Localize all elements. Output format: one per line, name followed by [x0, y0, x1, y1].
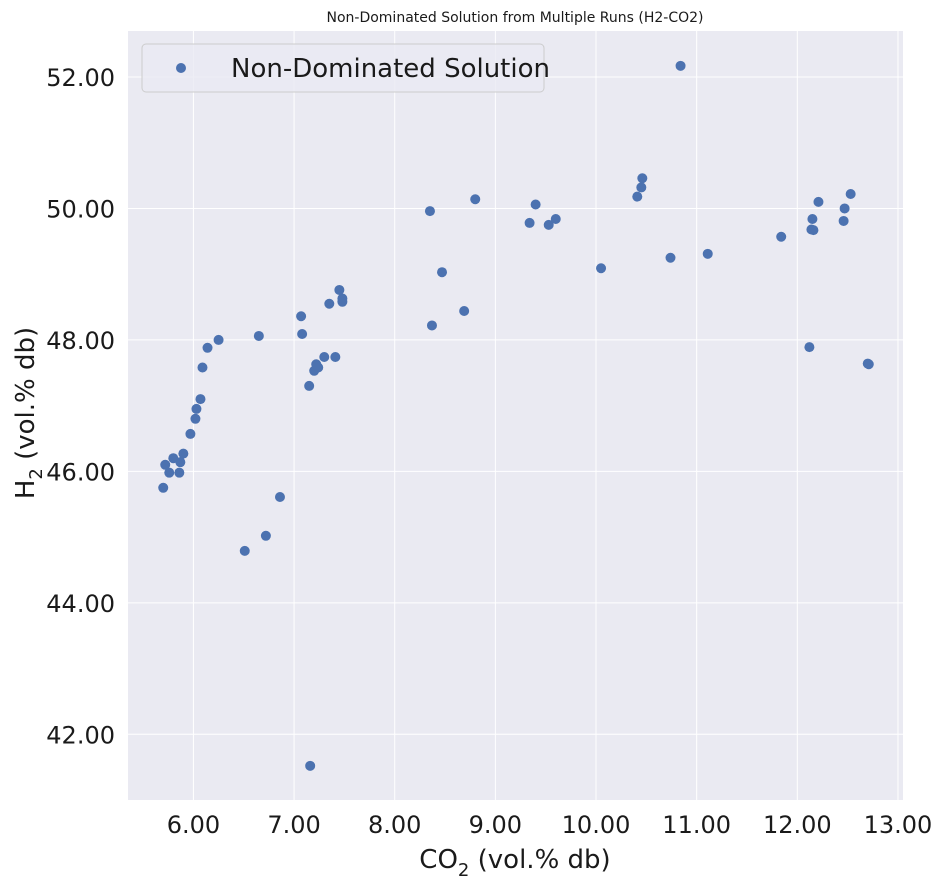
legend-marker	[176, 63, 186, 73]
x-tick-label: 12.00	[763, 811, 832, 839]
data-point	[195, 394, 206, 405]
data-point	[543, 219, 554, 230]
data-point	[313, 362, 324, 373]
data-point	[296, 311, 307, 322]
data-point	[813, 196, 824, 207]
y-tick-label: 42.00	[46, 721, 115, 749]
data-point	[239, 545, 250, 556]
data-point	[190, 413, 201, 424]
y-axis-label: H2 (vol.% db)	[11, 327, 47, 499]
data-point	[632, 191, 643, 202]
data-point	[702, 248, 713, 259]
data-point	[197, 362, 208, 373]
y-tick-label: 48.00	[46, 327, 115, 355]
plot-area	[128, 31, 903, 800]
data-point	[160, 459, 171, 470]
data-point	[178, 448, 189, 459]
data-point	[804, 342, 815, 353]
data-point	[191, 403, 202, 414]
x-tick-label: 10.00	[562, 811, 631, 839]
data-point	[437, 267, 448, 278]
data-point	[675, 60, 686, 71]
data-point	[426, 320, 437, 331]
y-tick-label: 44.00	[46, 590, 115, 618]
data-point	[202, 342, 213, 353]
x-tick-label: 9.00	[469, 811, 522, 839]
data-point	[175, 457, 186, 468]
data-point	[776, 231, 787, 242]
data-point	[863, 359, 874, 370]
x-tick-label: 8.00	[368, 811, 421, 839]
data-point	[330, 352, 341, 363]
data-point	[304, 380, 315, 391]
y-tick-label: 52.00	[46, 64, 115, 92]
x-tick-label: 7.00	[267, 811, 320, 839]
data-point	[530, 199, 541, 210]
data-point	[185, 428, 196, 439]
data-point	[596, 263, 607, 274]
data-point	[636, 182, 647, 193]
data-point	[174, 467, 185, 478]
data-point	[297, 328, 308, 339]
data-point	[274, 492, 285, 503]
data-point	[808, 225, 819, 236]
data-point	[334, 284, 345, 295]
y-tick-label: 46.00	[46, 458, 115, 486]
data-point	[158, 482, 169, 493]
legend-label: Non-Dominated Solution	[231, 54, 550, 84]
data-point	[470, 194, 481, 205]
data-point	[324, 298, 335, 309]
chart-title: Non-Dominated Solution from Multiple Run…	[326, 10, 703, 26]
x-axis-label: CO2 (vol.% db)	[419, 845, 610, 881]
data-point	[459, 305, 470, 316]
data-point	[424, 206, 435, 217]
x-tick-label: 6.00	[167, 811, 220, 839]
data-point	[305, 760, 316, 771]
x-tick-label: 11.00	[662, 811, 731, 839]
x-axis-ticks: 6.00 7.00 8.00 9.00 10.00 11.00 12.00 13.00	[167, 811, 933, 839]
data-point	[319, 352, 330, 363]
data-point	[845, 189, 856, 200]
legend: Non-Dominated Solution	[141, 43, 550, 93]
data-point	[838, 215, 849, 226]
data-points	[158, 60, 874, 771]
data-point	[337, 296, 348, 307]
data-point	[213, 334, 224, 345]
data-point	[807, 213, 818, 224]
y-axis-ticks: 42.00 44.00 46.00 48.00 50.00 52.00	[46, 64, 115, 749]
data-point	[164, 467, 175, 478]
data-point	[665, 252, 676, 263]
data-point	[253, 330, 264, 341]
x-tick-label: 13.00	[864, 811, 933, 839]
data-point	[260, 530, 271, 541]
data-point	[550, 213, 561, 224]
data-point	[524, 217, 535, 228]
data-point	[637, 173, 648, 184]
y-tick-label: 50.00	[46, 195, 115, 223]
legend-box	[141, 43, 545, 93]
data-point	[839, 203, 850, 214]
